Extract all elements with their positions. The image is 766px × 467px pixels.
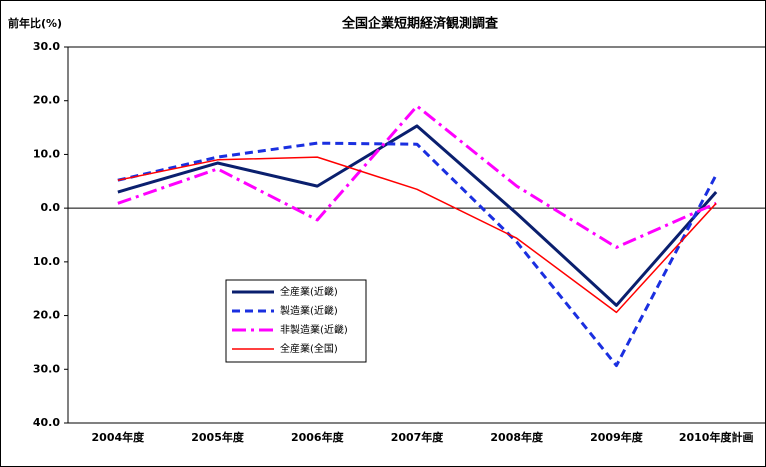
x-tick-label: 2006年度 xyxy=(291,430,345,444)
y-tick-label: 40.0 xyxy=(33,416,60,429)
legend-label: 全産業(全国) xyxy=(280,342,338,355)
x-tick-label: 2008年度 xyxy=(490,430,544,444)
y-tick-label: 10.0 xyxy=(33,255,60,268)
x-tick-label: 2010年度計画 xyxy=(679,430,754,444)
x-tick-label: 2007年度 xyxy=(391,430,445,444)
plot-area xyxy=(67,46,766,424)
legend-label: 製造業(近畿) xyxy=(280,304,338,317)
series-line xyxy=(117,156,717,314)
x-tick-label: 2004年度 xyxy=(92,430,146,444)
y-tick-label: 0.0 xyxy=(41,201,61,214)
chart-title: 全国企業短期経済観測調査 xyxy=(341,16,499,32)
legend-label: 非製造業(近畿) xyxy=(280,323,348,336)
x-tick-label: 2005年度 xyxy=(191,430,245,444)
legend-label: 全産業(近畿) xyxy=(280,285,338,298)
series-line xyxy=(117,124,718,307)
y-tick-label: 30.0 xyxy=(33,40,60,53)
y-tick-label: 10.0 xyxy=(33,147,60,160)
y-axis-label: 前年比(%) xyxy=(8,16,62,30)
y-tick-label: 30.0 xyxy=(33,362,60,375)
y-tick-label: 20.0 xyxy=(33,309,60,322)
series-line xyxy=(117,141,718,368)
series-line xyxy=(117,104,717,249)
y-tick-label: 20.0 xyxy=(33,94,60,107)
x-tick-label: 2009年度 xyxy=(590,430,644,444)
